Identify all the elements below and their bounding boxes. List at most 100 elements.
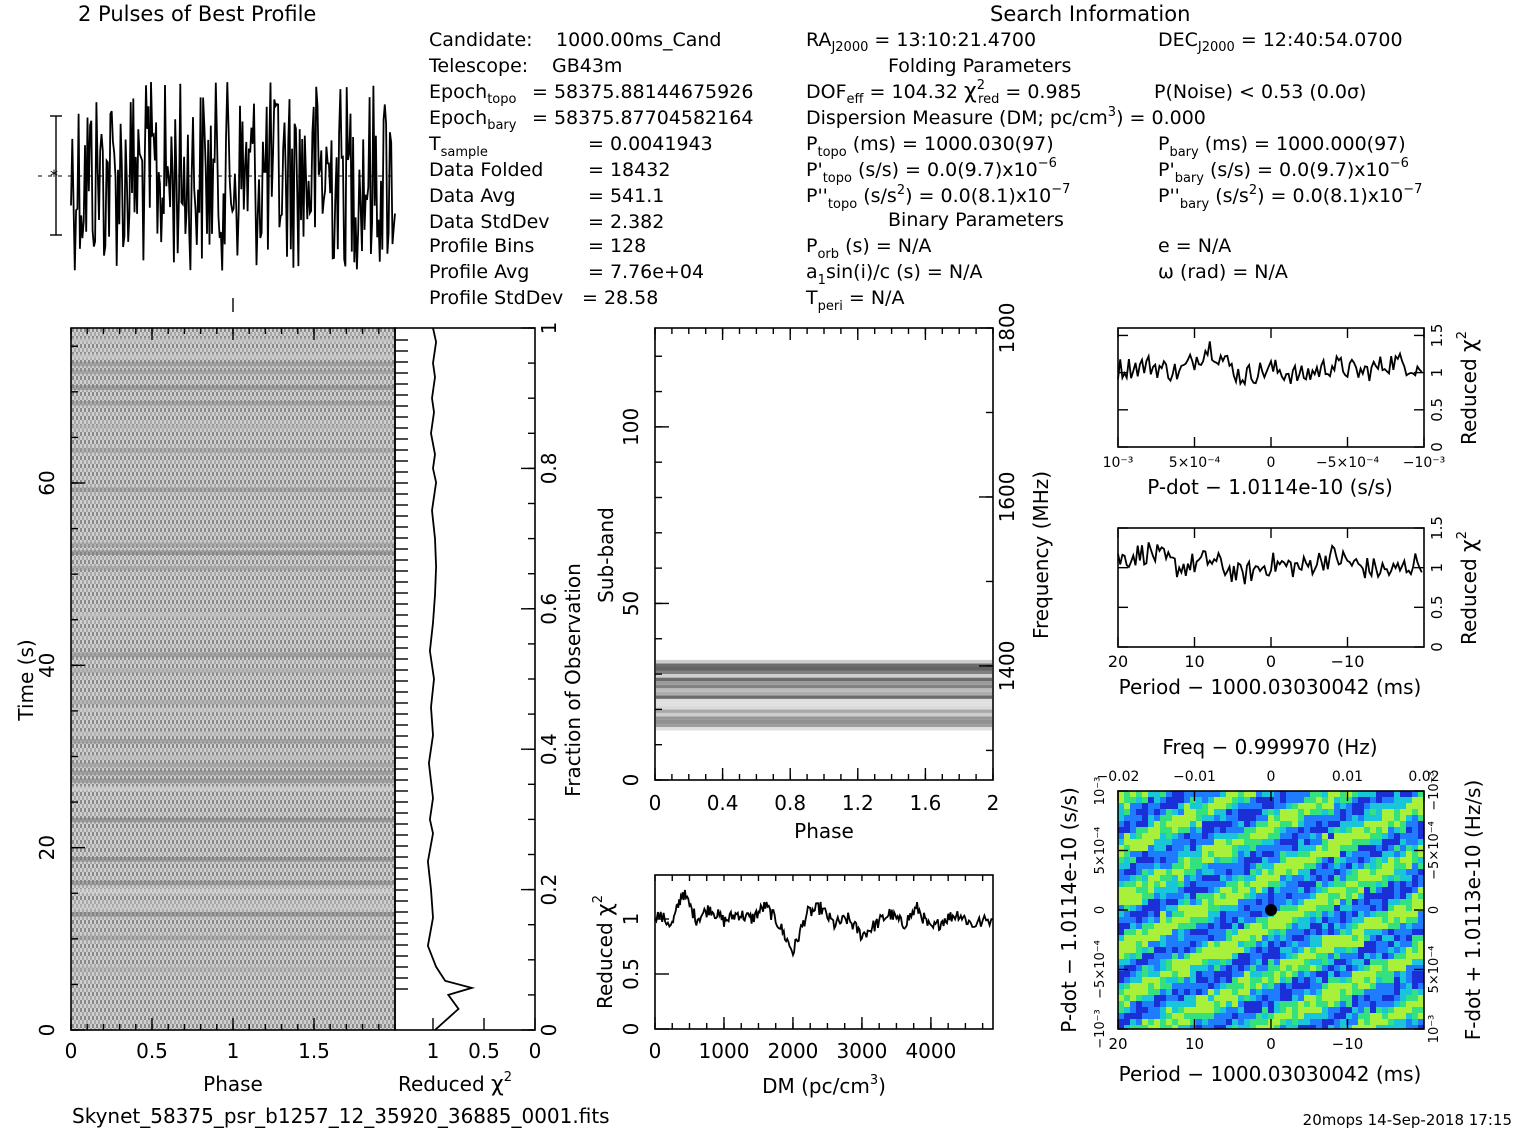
p-pdot-cell <box>1250 851 1256 857</box>
info-mid: RAJ2000 = 13:10:21.4700 DOFeff = 104.32 … <box>805 29 1422 314</box>
p-pdot-cell <box>1364 935 1370 941</box>
p-pdot-cell <box>1190 809 1196 815</box>
p-pdot-cell <box>1124 989 1130 995</box>
pdot-plane-ylabel: P-dot − 1.0114e-10 (s/s) <box>1057 787 1081 1033</box>
time-phase-row <box>71 369 395 375</box>
p-pdot-cell <box>1130 923 1136 929</box>
time-phase-ytick-label: 60 <box>35 470 59 495</box>
p-pdot-cell <box>1268 899 1274 905</box>
p-pdot-cell <box>1394 1001 1400 1007</box>
p-pdot-cell <box>1184 863 1190 869</box>
p-pdot-cell <box>1334 851 1340 857</box>
p-pdot-cell <box>1178 1001 1184 1007</box>
p-pdot-cell <box>1340 857 1346 863</box>
p-pdot-cell <box>1418 1025 1424 1029</box>
p-pdot-cell <box>1244 995 1250 1001</box>
p-pdot-cell <box>1328 833 1334 839</box>
p-pdot-cell <box>1232 863 1238 869</box>
p-pdot-cell <box>1142 875 1148 881</box>
p-pdot-cell <box>1340 803 1346 809</box>
p-pdot-cell <box>1418 929 1424 935</box>
p-pdot-cell <box>1298 971 1304 977</box>
p-pdot-cell <box>1232 1013 1238 1019</box>
p-pdot-cell <box>1238 959 1244 965</box>
p-pdot-cell <box>1358 1013 1364 1019</box>
p-pdot-cell <box>1352 845 1358 851</box>
dm-chi2-series <box>654 889 994 958</box>
p-pdot-cell <box>1226 887 1232 893</box>
p-pdot-cell <box>1148 929 1154 935</box>
p-pdot-cell <box>1316 929 1322 935</box>
p-pdot-cell <box>1298 797 1304 803</box>
p-pdot-cell <box>1310 977 1316 983</box>
p-pdot-cell <box>1124 1001 1130 1007</box>
chi2-ytick-label: 0 <box>1428 442 1446 452</box>
p-pdot-cell <box>1340 977 1346 983</box>
p-pdot-cell <box>1202 1001 1208 1007</box>
p-pdot-cell <box>1256 893 1262 899</box>
p-pdot-cell <box>1358 1007 1364 1013</box>
p-pdot-cell <box>1286 881 1292 887</box>
p-pdot-cell <box>1322 809 1328 815</box>
p-pdot-cell <box>1232 827 1238 833</box>
p-pdot-cell <box>1376 803 1382 809</box>
time-phase-xtick-label: 1.5 <box>298 1039 330 1063</box>
p-pdot-cell <box>1118 917 1124 923</box>
p-pdot-cell <box>1286 977 1292 983</box>
p-pdot-cell <box>1238 995 1244 1001</box>
p-pdot-cell <box>1406 917 1412 923</box>
p-pdot-cell <box>1256 857 1262 863</box>
p-pdot-cell <box>1196 935 1202 941</box>
p-pdot-cell <box>1190 983 1196 989</box>
p-pdot-cell <box>1310 983 1316 989</box>
p-pdot-cell <box>1118 893 1124 899</box>
p-pdot-cell <box>1154 995 1160 1001</box>
p-pdot-cell <box>1178 1007 1184 1013</box>
p-pdot-cell <box>1370 821 1376 827</box>
p-pdot-cell <box>1316 839 1322 845</box>
p-pdot-cell <box>1298 965 1304 971</box>
p-pdot-cell <box>1190 977 1196 983</box>
p-pdot-cell <box>1268 983 1274 989</box>
p-pdot-cell <box>1256 1019 1262 1025</box>
p-pdot-cell <box>1370 965 1376 971</box>
p-pdot-cell <box>1154 1013 1160 1019</box>
p-pdot-cell <box>1160 1025 1166 1029</box>
p-pdot-cell <box>1412 959 1418 965</box>
p-pdot-cell <box>1118 857 1124 863</box>
p-pdot-cell <box>1124 929 1130 935</box>
p-pdot-cell <box>1172 827 1178 833</box>
p-pdot-cell <box>1256 905 1262 911</box>
p-pdot-cell <box>1334 923 1340 929</box>
p-pdot-cell <box>1328 941 1334 947</box>
p-pdot-cell <box>1394 959 1400 965</box>
p-pdot-cell <box>1346 965 1352 971</box>
p-pdot-cell <box>1262 893 1268 899</box>
subband-ytick-label: 50 <box>619 591 643 616</box>
p-pdot-cell <box>1214 1025 1220 1029</box>
p-pdot-cell <box>1262 851 1268 857</box>
p-pdot-cell <box>1304 833 1310 839</box>
subband-ytick-label: 0 <box>619 774 643 787</box>
p-pdot-cell <box>1262 995 1268 1001</box>
p-pdot-cell <box>1304 983 1310 989</box>
p-pdot-cell <box>1250 887 1256 893</box>
subband-row <box>656 681 992 685</box>
p-pdot-cell <box>1352 929 1358 935</box>
p-pdot-cell <box>1340 815 1346 821</box>
p-pdot-cell <box>1226 893 1232 899</box>
p-pdot-cell <box>1136 977 1142 983</box>
p-pdot-cell <box>1364 827 1370 833</box>
p-pdot-cell <box>1274 887 1280 893</box>
p-pdot-cell <box>1256 833 1262 839</box>
p-pdot-cell <box>1388 815 1394 821</box>
p-pdot-cell <box>1190 947 1196 953</box>
p-pdot-cell <box>1208 995 1214 1001</box>
p-pdot-cell <box>1136 983 1142 989</box>
p-pdot-cell <box>1226 1025 1232 1029</box>
p-pdot-cell <box>1124 917 1130 923</box>
p-pdot-cell <box>1238 1007 1244 1013</box>
p-pdot-cell <box>1208 899 1214 905</box>
p-pdot-cell <box>1304 947 1310 953</box>
p-pdot-cell <box>1178 803 1184 809</box>
